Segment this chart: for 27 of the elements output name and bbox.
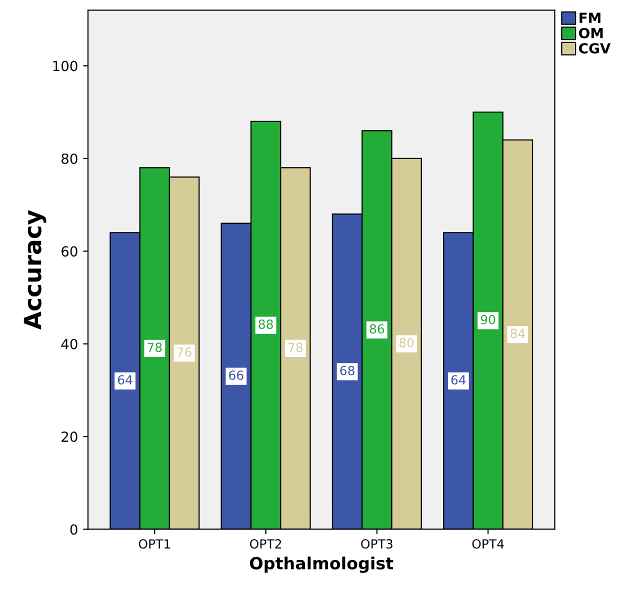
x-tick-label: OPT2 xyxy=(250,539,282,549)
legend-label: FM xyxy=(580,12,600,23)
x-tick-label: OPT4 xyxy=(472,539,504,549)
data-label: 78 xyxy=(288,342,303,352)
legend-label: CGV xyxy=(579,43,611,54)
data-label: 78 xyxy=(148,342,162,352)
data-label: 64 xyxy=(118,375,132,385)
y-tick-label: 60 xyxy=(62,246,78,257)
y-tick-label: 20 xyxy=(62,432,78,442)
data-label: 86 xyxy=(370,324,384,334)
data-label: 90 xyxy=(480,314,496,324)
y-tick-label: 80 xyxy=(62,153,78,164)
y-tick-label: 40 xyxy=(61,338,78,350)
data-label: 66 xyxy=(229,370,244,380)
legend-label: OM xyxy=(579,28,603,38)
y-tick-label: 0 xyxy=(70,524,78,535)
data-label: 84 xyxy=(510,328,525,338)
data-label: 80 xyxy=(399,338,414,348)
data-label: 76 xyxy=(177,347,192,357)
x-tick-label: OPT3 xyxy=(361,539,392,549)
data-label: 88 xyxy=(258,319,273,329)
data-label: 64 xyxy=(451,375,466,385)
data-label: 68 xyxy=(340,366,354,376)
y-tick-label: 100 xyxy=(53,60,78,72)
x-axis-title: Opthalmologist xyxy=(250,556,394,573)
y-axis-title: Accuracy xyxy=(24,210,46,330)
x-tick-label: OPT1 xyxy=(138,539,170,549)
